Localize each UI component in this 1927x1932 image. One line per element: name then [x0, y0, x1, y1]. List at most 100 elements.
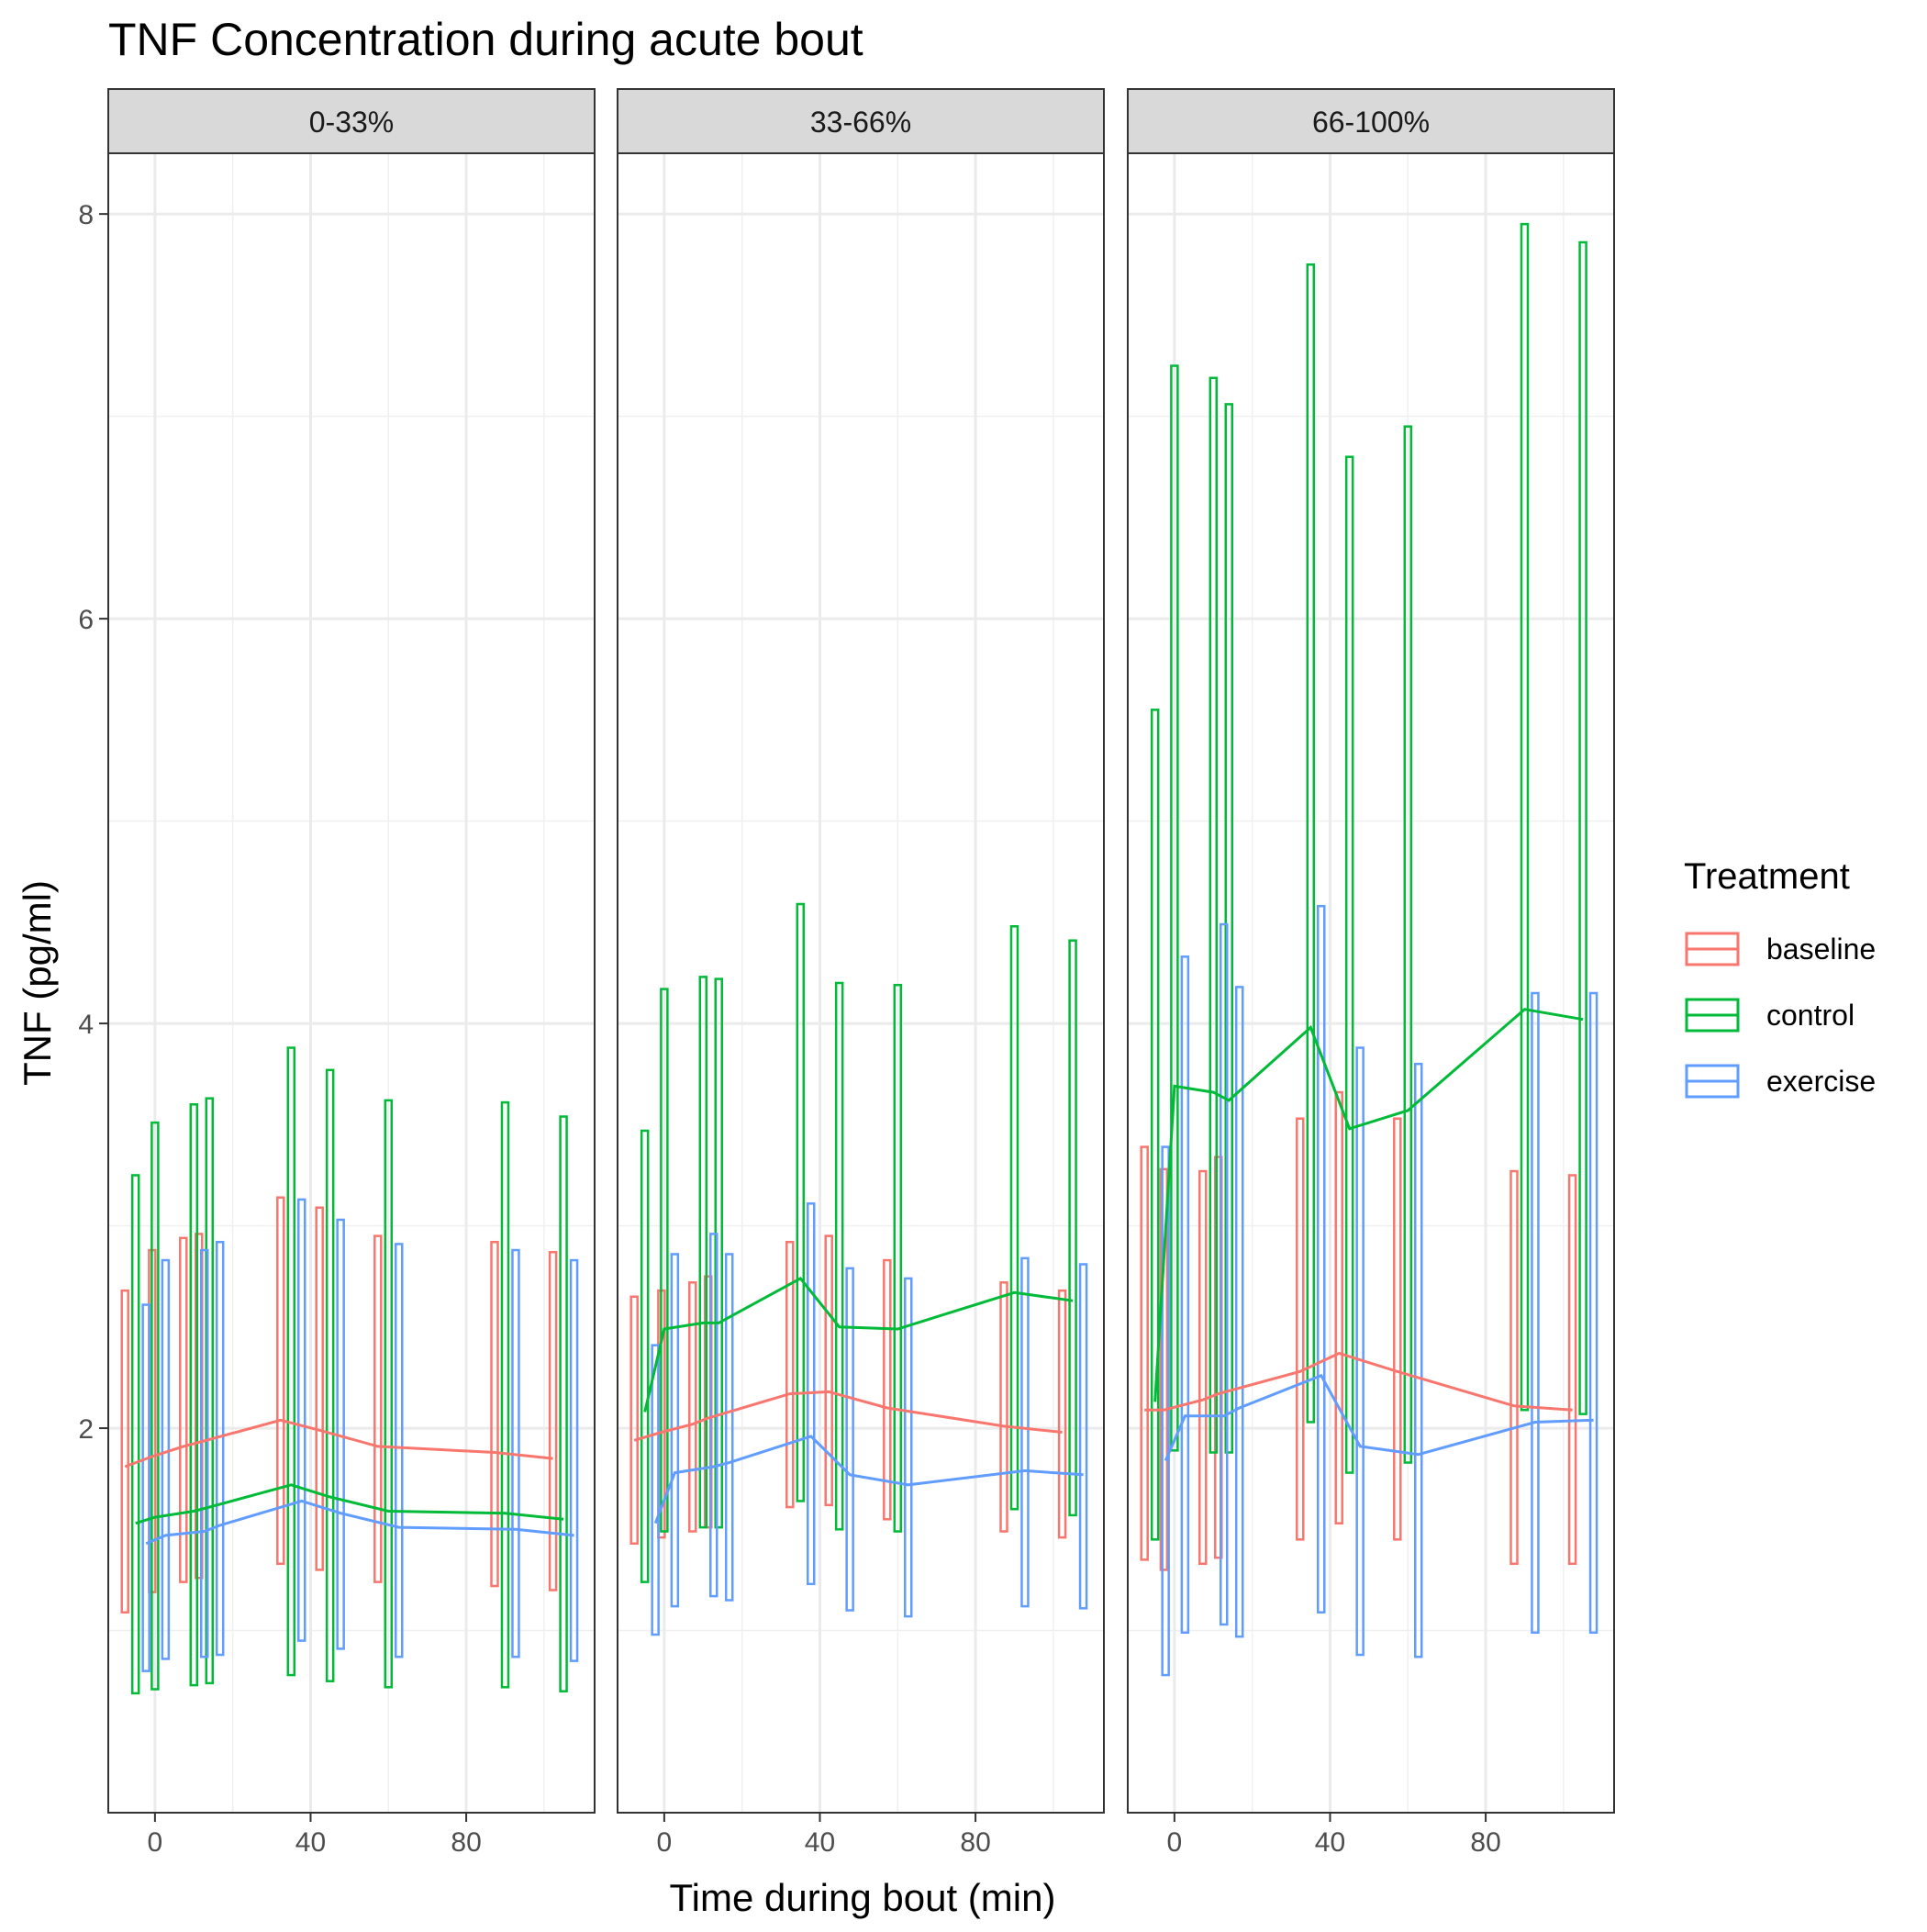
error-bar-control	[893, 983, 903, 1533]
error-bar-baseline	[120, 1289, 129, 1614]
error-bar-baseline	[1057, 1289, 1067, 1539]
series-line-control	[643, 1276, 1074, 1413]
error-bar-exercise	[141, 1303, 150, 1672]
error-bar-control	[1520, 222, 1530, 1412]
error-bar-control	[1209, 376, 1219, 1454]
error-bar-control	[1009, 925, 1019, 1511]
series-line-baseline	[1144, 1351, 1573, 1412]
error-bar-control	[189, 1103, 199, 1687]
error-bar-baseline	[1198, 1169, 1208, 1566]
error-bar-exercise	[1020, 1256, 1030, 1608]
error-bar-control	[796, 902, 806, 1502]
error-bar-control	[1344, 455, 1354, 1474]
error-bar-exercise	[1414, 1062, 1423, 1658]
error-bar-control	[1578, 240, 1587, 1415]
facet-panel-3: 66-100% 0 40 80	[1127, 88, 1615, 1858]
error-bar-baseline	[179, 1236, 188, 1583]
error-bar-control	[384, 1099, 394, 1689]
error-bar-baseline	[1140, 1145, 1149, 1561]
error-bar-control	[150, 1121, 160, 1691]
error-bar-control	[1306, 263, 1316, 1424]
error-bar-exercise	[395, 1243, 404, 1658]
panel-border	[617, 152, 1105, 1814]
error-bar-baseline	[490, 1240, 499, 1588]
error-bar-baseline	[1334, 1090, 1343, 1524]
error-bar-baseline	[548, 1250, 558, 1591]
error-bar-exercise	[161, 1258, 171, 1660]
series-line-exercise	[1164, 1373, 1594, 1461]
y-tick-label: 2	[78, 1414, 94, 1445]
error-bar-control	[1170, 364, 1179, 1452]
facet-panel-2: 33-66% 0 40 80	[617, 88, 1105, 1858]
x-axis-title: Time during bout (min)	[670, 1876, 1056, 1919]
error-bar-baseline	[276, 1196, 285, 1566]
error-bar-control	[1150, 709, 1160, 1541]
legend-item-control: control	[1685, 998, 1855, 1033]
panel-border	[1127, 152, 1615, 1814]
error-bar-exercise	[1531, 991, 1540, 1635]
error-bar-control	[325, 1068, 335, 1682]
facet-strip-label: 66-100%	[1312, 106, 1430, 139]
legend-label-control: control	[1766, 999, 1855, 1032]
error-bar-baseline	[999, 1281, 1008, 1533]
facet-strip	[1127, 88, 1615, 154]
error-bar-control	[1068, 939, 1077, 1517]
error-bar-exercise	[297, 1198, 306, 1642]
error-bar-exercise	[651, 1344, 660, 1636]
error-bar-control	[1403, 425, 1413, 1464]
chart-title: TNF Concentration during acute bout	[108, 14, 863, 65]
error-bar-baseline	[785, 1240, 795, 1509]
series-line-control	[1153, 1008, 1584, 1402]
error-bar-baseline	[1393, 1117, 1402, 1541]
error-bar-exercise	[200, 1248, 209, 1658]
series-line-baseline	[124, 1418, 553, 1469]
legend-item-exercise: exercise	[1685, 1064, 1876, 1099]
panel-border	[107, 152, 596, 1814]
legend-label-baseline: baseline	[1766, 932, 1876, 966]
error-bar-exercise	[904, 1277, 913, 1618]
x-tick-label: 0	[1167, 1827, 1183, 1858]
x-tick-label: 40	[805, 1827, 835, 1858]
error-bar-baseline	[883, 1258, 892, 1521]
error-bar-baseline	[824, 1234, 833, 1507]
error-bar-exercise	[1317, 904, 1326, 1614]
error-bar-exercise	[1588, 991, 1598, 1635]
x-tick-label: 80	[1470, 1827, 1500, 1858]
series-line-exercise	[145, 1499, 574, 1546]
error-bar-baseline	[688, 1281, 697, 1533]
x-tick-label: 80	[451, 1827, 481, 1858]
error-bar-baseline	[1509, 1169, 1519, 1566]
error-bar-baseline	[1296, 1117, 1305, 1541]
error-bar-exercise	[1234, 986, 1244, 1638]
error-bar-control	[698, 976, 708, 1529]
error-bar-control	[130, 1174, 140, 1695]
error-bar-control	[640, 1129, 650, 1583]
error-bar-exercise	[569, 1258, 579, 1662]
facet-strip-label: 33-66%	[810, 106, 911, 139]
error-bar-control	[660, 988, 669, 1533]
series-line-control	[135, 1483, 564, 1525]
facet-strip-label: 0-33%	[309, 106, 395, 139]
error-bar-exercise	[1355, 1046, 1364, 1657]
legend-item-baseline: baseline	[1685, 932, 1876, 966]
error-bar-exercise	[215, 1240, 225, 1657]
x-tick-label: 80	[960, 1827, 990, 1858]
error-bar-exercise	[845, 1267, 854, 1612]
y-tick-label: 8	[78, 200, 94, 230]
error-bar-exercise	[1180, 955, 1190, 1635]
x-tick-label: 40	[1315, 1827, 1345, 1858]
error-bar-control	[834, 981, 844, 1531]
y-tick-label: 4	[78, 1010, 94, 1040]
error-bar-baseline	[315, 1206, 324, 1571]
legend-label-exercise: exercise	[1766, 1065, 1876, 1098]
error-bar-baseline	[373, 1234, 383, 1583]
facet-panels: 0-33% 0 40 80 2 4 6 8 33-66% 0 40 80 66-100% 0 40 80	[78, 88, 1615, 1858]
legend-items: baseline control exercise	[1685, 932, 1876, 1099]
error-bar-control	[286, 1046, 296, 1677]
y-tick-label: 6	[78, 605, 94, 635]
error-bar-exercise	[724, 1253, 734, 1602]
facet-strip	[617, 88, 1105, 154]
error-bar-control	[1224, 403, 1233, 1454]
error-bar-control	[559, 1115, 568, 1692]
